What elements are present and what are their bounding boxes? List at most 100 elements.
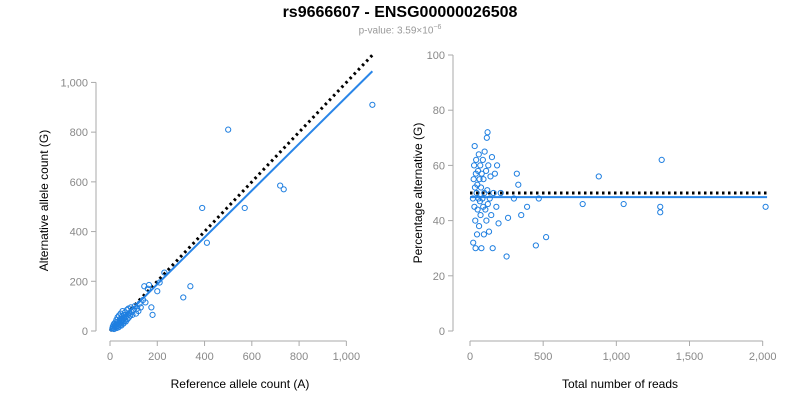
y-axis-title: Alternative allele count (G)	[37, 130, 51, 271]
data-point	[471, 142, 478, 150]
data-point	[479, 156, 486, 163]
x-tick-label: 1,000	[603, 351, 631, 363]
data-point	[657, 209, 664, 216]
y-tick-label: 100	[427, 50, 445, 62]
y-tick-label: 600	[70, 177, 88, 189]
fit-line	[109, 70, 374, 332]
data-point	[126, 310, 133, 317]
data-point	[145, 281, 153, 289]
y-tick-label: 400	[70, 227, 88, 239]
data-point	[490, 189, 497, 197]
data-point	[144, 285, 151, 292]
x-tick-label: 600	[243, 351, 261, 363]
data-point	[136, 300, 143, 307]
data-point	[485, 162, 492, 169]
data-point	[542, 234, 550, 241]
data-point	[474, 206, 481, 213]
data-point	[477, 184, 485, 191]
data-point	[510, 195, 518, 202]
data-point	[483, 217, 490, 224]
p-value-exponent: −6	[433, 24, 442, 31]
data-point	[762, 203, 769, 210]
data-point	[484, 129, 491, 136]
data-point	[513, 170, 520, 177]
data-point	[199, 204, 206, 212]
x-tick-label: 200	[148, 351, 166, 363]
y-tick-label: 0	[82, 326, 88, 338]
data-point	[475, 151, 482, 158]
y-tick-label: 60	[433, 160, 445, 172]
data-point	[225, 126, 232, 133]
data-point	[161, 269, 168, 276]
p-value-text: p-value: 3.59×10	[358, 25, 434, 37]
data-point	[482, 167, 490, 175]
data-point	[477, 162, 484, 169]
data-point	[484, 200, 491, 208]
data-point	[478, 170, 485, 177]
y-tick-label: 0	[439, 326, 445, 338]
data-point	[488, 154, 496, 161]
page-title: rs9666607 - ENSG00000026508	[282, 4, 518, 21]
x-tick-label: 0	[107, 351, 113, 363]
y-tick-label: 20	[433, 271, 445, 283]
data-point	[479, 195, 486, 202]
data-point	[532, 242, 539, 249]
data-point	[484, 187, 491, 194]
y-tick-label: 800	[70, 127, 88, 139]
x-tick-label: 0	[467, 351, 473, 363]
data-point	[657, 203, 664, 210]
data-point	[156, 279, 163, 286]
data-point	[142, 299, 149, 306]
data-point	[180, 294, 187, 301]
data-point	[470, 239, 477, 246]
y-tick-label: 1,000	[60, 77, 88, 89]
data-point	[493, 162, 501, 169]
data-point	[620, 200, 627, 208]
data-point	[149, 311, 156, 318]
data-point	[187, 283, 194, 290]
data-point	[148, 304, 155, 311]
data-point	[481, 148, 488, 155]
data-point	[154, 288, 161, 295]
data-point	[482, 206, 489, 213]
data-point	[595, 173, 602, 180]
percentage-scatter: 0 500 1,000 1,500 2,000 0 20 40 60 80 100 Total num…	[411, 50, 777, 391]
data-point	[137, 304, 144, 311]
data-point	[203, 239, 211, 246]
data-point	[488, 211, 495, 219]
data-point	[497, 189, 504, 197]
y-tick-label: 200	[70, 276, 88, 288]
data-point	[483, 134, 490, 141]
data-point	[658, 156, 665, 163]
y-axis-title: Percentage alternative (G)	[411, 123, 425, 264]
data-point	[478, 245, 485, 252]
x-tick-label: 500	[534, 351, 552, 363]
data-point	[473, 189, 480, 197]
reference-line	[108, 54, 374, 333]
data-point	[470, 176, 477, 183]
data-point	[486, 195, 493, 202]
data-point	[277, 182, 284, 189]
data-point	[495, 220, 502, 227]
p-value-subtitle: p-value: 3.59×10−6	[0, 24, 800, 36]
data-point	[480, 231, 488, 238]
data-point	[470, 162, 478, 169]
x-tick-label: 2,000	[749, 351, 777, 363]
data-point	[475, 223, 483, 230]
x-axis-title: Reference allele count (A)	[171, 377, 310, 391]
x-tick-label: 1,000	[333, 351, 361, 363]
x-axis-title: Total number of reads	[562, 377, 678, 391]
y-tick-label: 40	[433, 216, 445, 228]
data-point	[489, 245, 496, 252]
x-tick-label: 800	[290, 351, 308, 363]
data-point	[473, 156, 480, 163]
data-point	[280, 186, 287, 193]
data-point	[485, 228, 493, 235]
y-tick-label: 80	[433, 105, 445, 117]
data-point	[535, 195, 542, 202]
data-point	[579, 200, 586, 208]
data-point	[523, 203, 531, 210]
data-point	[504, 214, 512, 221]
data-point	[491, 170, 498, 177]
